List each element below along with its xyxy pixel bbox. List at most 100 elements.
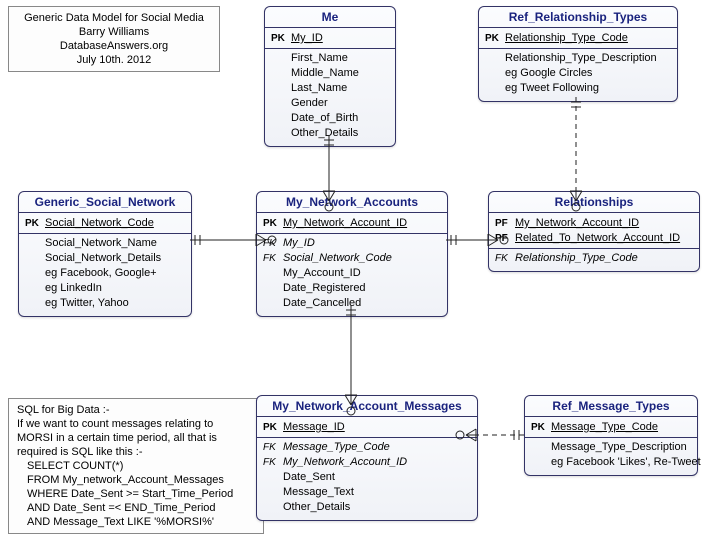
note-line: SQL for Big Data :- [17, 403, 255, 417]
field-name: Date_Registered [283, 281, 441, 296]
entity-title: Me [265, 7, 395, 28]
field-name: Related_To_Network_Account_ID [515, 231, 693, 246]
entity-field-row: PFMy_Network_Account_ID [495, 216, 693, 231]
field-name: Social_Network_Code [45, 216, 185, 231]
entity-field-row: Middle_Name [271, 66, 389, 81]
entity-field-row: eg Facebook 'Likes', Re-Tweet [531, 455, 691, 470]
entity-field-row: eg Facebook, Google+ [25, 266, 185, 281]
entity-my-network-accounts: My_Network_Accounts PKMy_Network_Account_… [256, 191, 448, 317]
entity-body: PFMy_Network_Account_IDPFRelated_To_Netw… [489, 213, 699, 271]
field-name: My_ID [291, 31, 389, 46]
field-name: Date_of_Birth [291, 111, 389, 126]
note-line: WHERE Date_Sent >= Start_Time_Period [17, 487, 255, 501]
field-name: My_Network_Account_ID [283, 216, 441, 231]
entity-body: PKRelationship_Type_CodeRelationship_Typ… [479, 28, 677, 101]
entity-field-row: First_Name [271, 51, 389, 66]
entity-relationships: RelationshipsPFMy_Network_Account_IDPFRe… [488, 191, 700, 272]
field-key: PK [271, 31, 291, 46]
field-name: eg Facebook 'Likes', Re-Tweet [551, 455, 701, 470]
field-name: My_Network_Account_ID [283, 455, 471, 470]
field-name: eg LinkedIn [45, 281, 185, 296]
note-line: MORSI in a certain time period, all that… [17, 431, 255, 445]
field-name: Gender [291, 96, 389, 111]
entity-generic-social-network: Generic_Social_NetworkPKSocial_Network_C… [18, 191, 192, 317]
field-name: Other_Details [291, 126, 389, 141]
field-name: Last_Name [291, 81, 389, 96]
field-name: Message_Text [283, 485, 471, 500]
note-line: FROM My_network_Account_Messages [17, 473, 255, 487]
entity-field-row: Other_Details [263, 500, 471, 515]
entity-field-row: PKMy_Network_Account_ID [263, 216, 441, 231]
entity-field-row: PKMessage_Type_Code [531, 420, 691, 435]
entity-my-network-account-messages: My_Network_Account_MessagesPKMessage_IDF… [256, 395, 478, 521]
field-name: Relationship_Type_Description [505, 51, 671, 66]
entity-field-row: Date_of_Birth [271, 111, 389, 126]
field-key: PF [495, 216, 515, 231]
entity-field-row: Date_Sent [263, 470, 471, 485]
entity-title: My_Network_Accounts [257, 192, 447, 213]
entity-ref-message-types: Ref_Message_TypesPKMessage_Type_CodeMess… [524, 395, 698, 476]
field-name: My_Account_ID [283, 266, 441, 281]
note-line: Barry Williams [17, 25, 211, 39]
field-key: FK [263, 455, 283, 470]
field-key: PK [485, 31, 505, 46]
field-key: PK [263, 420, 283, 435]
entity-field-row: FKMy_ID [263, 236, 441, 251]
field-key: FK [495, 251, 515, 266]
entity-field-row: Date_Cancelled [263, 296, 441, 311]
entity-field-row: PKMessage_ID [263, 420, 471, 435]
field-name: My_ID [283, 236, 441, 251]
note-line: July 10th. 2012 [17, 53, 211, 67]
field-name: Date_Cancelled [283, 296, 441, 311]
note-line: AND Date_Sent =< END_Time_Period [17, 501, 255, 515]
field-name: Relationship_Type_Code [515, 251, 693, 266]
entity-field-row: Last_Name [271, 81, 389, 96]
entity-title: Ref_Relationship_Types [479, 7, 677, 28]
field-key: PK [531, 420, 551, 435]
field-key: FK [263, 236, 283, 251]
entity-field-row: Other_Details [271, 126, 389, 141]
field-name: eg Tweet Following [505, 81, 671, 96]
entity-field-row: eg LinkedIn [25, 281, 185, 296]
entity-field-row: Gender [271, 96, 389, 111]
entity-field-row: FKMy_Network_Account_ID [263, 455, 471, 470]
field-name: eg Google Circles [505, 66, 671, 81]
note-line: required is SQL like this :- [17, 445, 255, 459]
entity-field-row: FKMessage_Type_Code [263, 440, 471, 455]
entity-field-row: Social_Network_Details [25, 251, 185, 266]
note-line: SELECT COUNT(*) [17, 459, 255, 473]
field-name: Message_ID [283, 420, 471, 435]
entity-title: Relationships [489, 192, 699, 213]
field-key: PK [263, 216, 283, 231]
entity-field-row: Social_Network_Name [25, 236, 185, 251]
entity-me: Me PKMy_ID First_NameMiddle_NameLast_NameG… [264, 6, 396, 147]
field-name: Message_Type_Description [551, 440, 691, 455]
entity-field-row: Message_Type_Description [531, 440, 691, 455]
field-name: Other_Details [283, 500, 471, 515]
entity-body: PKSocial_Network_CodeSocial_Network_Name… [19, 213, 191, 316]
entity-field-row: Message_Text [263, 485, 471, 500]
entity-field-row: PKMy_ID [271, 31, 389, 46]
entity-body: PKMy_Network_Account_IDFKMy_IDFKSocial_N… [257, 213, 447, 316]
note-line: DatabaseAnswers.org [17, 39, 211, 53]
entity-field-row: PFRelated_To_Network_Account_ID [495, 231, 693, 246]
entity-field-row: FKSocial_Network_Code [263, 251, 441, 266]
field-name: Date_Sent [283, 470, 471, 485]
field-name: First_Name [291, 51, 389, 66]
field-name: Social_Network_Name [45, 236, 185, 251]
entity-field-row: Date_Registered [263, 281, 441, 296]
sql-note: SQL for Big Data :-If we want to count m… [8, 398, 264, 534]
field-key: FK [263, 440, 283, 455]
field-name: Message_Type_Code [551, 420, 691, 435]
field-key: PF [495, 231, 515, 246]
entity-field-row: PKRelationship_Type_Code [485, 31, 671, 46]
entity-body: PKMessage_ID FKMessage_Type_CodeFKMy_Netw… [257, 417, 477, 520]
field-name: My_Network_Account_ID [515, 216, 693, 231]
entity-title: My_Network_Account_Messages [257, 396, 477, 417]
field-name: eg Facebook, Google+ [45, 266, 185, 281]
field-name: Middle_Name [291, 66, 389, 81]
entity-field-row: My_Account_ID [263, 266, 441, 281]
field-name: Relationship_Type_Code [505, 31, 671, 46]
entity-title: Ref_Message_Types [525, 396, 697, 417]
entity-ref-relationship-types: Ref_Relationship_TypesPKRelationship_Typ… [478, 6, 678, 102]
